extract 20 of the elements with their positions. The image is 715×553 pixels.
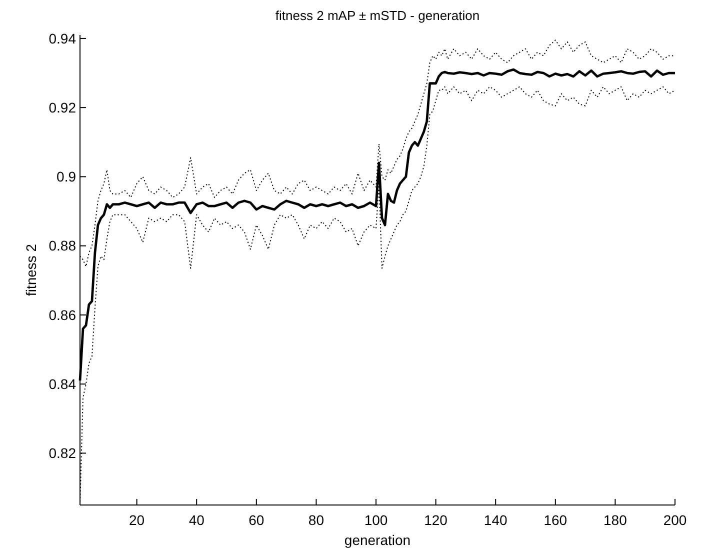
y-tick-label: 0.88 <box>48 238 76 254</box>
x-tick-label: 80 <box>308 512 324 528</box>
x-tick-label: 160 <box>544 512 568 528</box>
x-tick-label: 120 <box>424 512 448 528</box>
y-tick-label: 0.94 <box>48 30 76 46</box>
x-axis-title: generation <box>344 532 411 548</box>
chart-title: fitness 2 mAP ± mSTD - generation <box>275 8 480 23</box>
x-tick-label: 60 <box>248 512 264 528</box>
y-tick-label: 0.9 <box>56 168 76 185</box>
x-tick-label: 40 <box>188 512 205 528</box>
y-tick-label: 0.82 <box>48 445 76 462</box>
y-tick-label: 0.84 <box>48 376 76 392</box>
x-tick-label: 200 <box>663 512 687 528</box>
y-axis-title: fitness 2 <box>23 244 39 296</box>
x-tick-label: 100 <box>364 512 388 528</box>
x-tick-label: 140 <box>484 512 508 528</box>
y-tick-label: 0.86 <box>48 306 76 323</box>
x-tick-label: 180 <box>604 512 628 528</box>
x-tick-label: 20 <box>129 512 145 528</box>
y-tick-label: 0.92 <box>48 99 76 116</box>
